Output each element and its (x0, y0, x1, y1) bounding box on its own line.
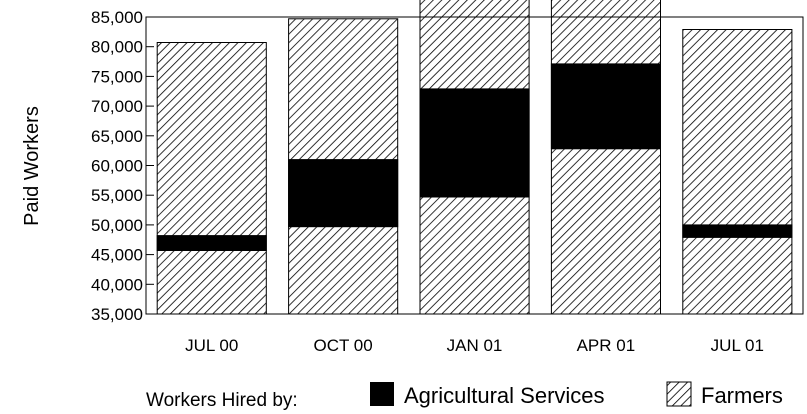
x-tick-label: JUL 00 (185, 336, 238, 355)
y-axis-ticks: 35,000 40,000 45,000 50,000 55,000 60,000 65,0… (91, 8, 154, 324)
legend-label-agricultural-services: Agricultural Services (404, 383, 605, 408)
bar-farmers-jul-01 (682, 29, 793, 315)
bar-agricultural-services-apr-01 (550, 63, 662, 150)
bar-farmers-apr-01 (550, 0, 662, 315)
legend-swatch-agricultural-services (370, 382, 394, 406)
bar-agricultural-services-jul-00 (156, 235, 267, 252)
y-tick-label: 70,000 (91, 97, 143, 116)
y-tick-label: 35,000 (91, 305, 143, 324)
legend: Workers Hired by: Agricultural Services … (146, 381, 783, 411)
y-tick-label: 60,000 (91, 157, 143, 176)
x-tick-label: OCT 00 (313, 336, 372, 355)
legend-title: Workers Hired by: (146, 390, 298, 411)
x-tick-label: JUL 01 (711, 336, 764, 355)
y-tick-label: 45,000 (91, 246, 143, 265)
y-tick-label: 85,000 (91, 8, 143, 27)
y-tick-label: 65,000 (91, 127, 143, 146)
bar-agricultural-services-jan-01 (419, 88, 530, 198)
y-tick-label: 40,000 (91, 275, 143, 294)
y-axis-label: Paid Workers (21, 106, 43, 226)
y-tick-label: 55,000 (91, 186, 143, 205)
legend-swatch-farmers (666, 381, 692, 407)
bar-farmers-jul-00 (156, 42, 267, 315)
bars-layer (156, 0, 793, 315)
bar-agricultural-services-jul-01 (682, 224, 793, 238)
bar-agricultural-services-oct-00 (288, 159, 399, 228)
x-tick-label: JAN 01 (447, 336, 503, 355)
legend-label-farmers: Farmers (701, 383, 783, 408)
y-tick-label: 50,000 (91, 216, 143, 235)
x-tick-label: APR 01 (577, 336, 636, 355)
y-tick-label: 75,000 (91, 67, 143, 86)
y-tick-label: 80,000 (91, 38, 143, 57)
plot-frame (145, 16, 804, 315)
x-axis-ticks: JUL 00 OCT 00 JAN 01 APR 01 JUL 01 (185, 336, 764, 355)
